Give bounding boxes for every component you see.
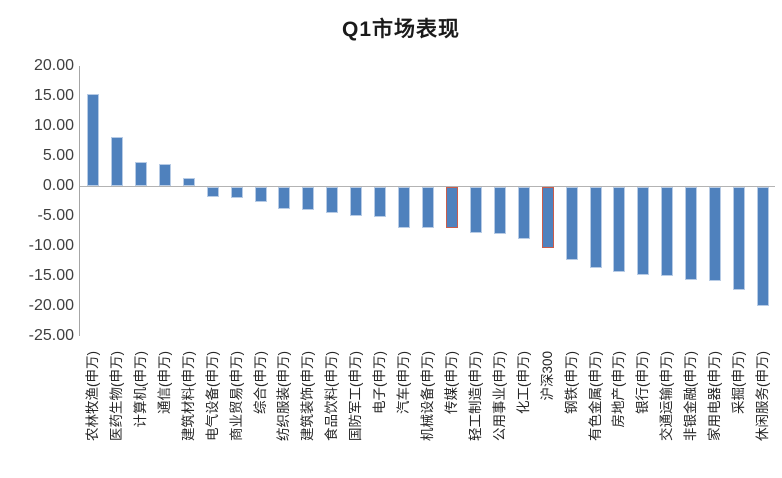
category-label: 食品饮料(申万) [324, 351, 340, 441]
category-label: 通信(申万) [156, 351, 172, 414]
category-label: 机械设备(申万) [420, 351, 436, 441]
y-tick-label: -5.00 [37, 207, 74, 224]
zero-axis-line [80, 186, 775, 187]
y-tick-label: -15.00 [28, 267, 74, 284]
bar-食品饮料(申万) [326, 187, 339, 213]
bar-休闲服务(申万) [757, 187, 770, 307]
bar-建筑材料(申万) [182, 178, 195, 186]
category-label: 电气设备(申万) [204, 351, 220, 441]
bar-纺织服装(申万) [278, 187, 291, 210]
category-label: 房地产(申万) [611, 351, 627, 428]
bar-交通运输(申万) [661, 187, 674, 276]
category-label: 非银金融(申万) [683, 351, 699, 441]
category-label: 电子(申万) [372, 351, 388, 414]
bar-综合(申万) [254, 187, 267, 202]
category-label: 计算机(申万) [132, 351, 148, 428]
bar-化工(申万) [517, 187, 530, 239]
bar-医药生物(申万) [110, 136, 123, 186]
y-tick-label: -20.00 [28, 297, 74, 314]
bar-银行(申万) [637, 187, 650, 276]
bar-轻工制造(申万) [469, 187, 482, 234]
bar-电气设备(申万) [206, 187, 219, 197]
bar-沪深300 [541, 187, 554, 248]
bar-建筑装饰(申万) [302, 187, 315, 211]
category-label: 采掘(申万) [731, 351, 747, 414]
bar-钢铁(申万) [565, 187, 578, 260]
category-label: 综合(申万) [252, 351, 268, 414]
bar-采掘(申万) [733, 187, 746, 290]
bar-公用事业(申万) [493, 187, 506, 235]
y-axis-line [79, 66, 80, 336]
bar-有色金属(申万) [589, 187, 602, 268]
bar-国防军工(申万) [350, 187, 363, 216]
category-label: 医药生物(申万) [108, 351, 124, 441]
category-label: 化工(申万) [515, 351, 531, 414]
category-label: 家用电器(申万) [707, 351, 723, 441]
bar-传媒(申万) [445, 187, 458, 228]
category-label: 国防军工(申万) [348, 351, 364, 441]
category-label: 商业贸易(申万) [228, 351, 244, 441]
category-label: 建筑材料(申万) [180, 351, 196, 441]
category-label: 银行(申万) [635, 351, 651, 414]
bar-农林牧渔(申万) [87, 93, 99, 186]
bar-非银金融(申万) [685, 187, 698, 280]
bar-家用电器(申万) [709, 187, 722, 282]
category-label: 有色金属(申万) [587, 351, 603, 441]
category-label: 交通运输(申万) [659, 351, 675, 441]
bar-电子(申万) [374, 187, 387, 217]
bar-计算机(申万) [134, 162, 147, 186]
y-tick-label: 20.00 [33, 57, 74, 74]
category-label: 建筑装饰(申万) [300, 351, 316, 441]
y-tick-label: 15.00 [33, 87, 74, 104]
y-tick-label: -25.00 [28, 327, 74, 344]
bar-商业贸易(申万) [230, 187, 243, 198]
y-tick-label: 10.00 [33, 117, 74, 134]
category-label: 休闲服务(申万) [755, 351, 771, 441]
category-label: 农林牧渔(申万) [85, 351, 100, 441]
category-label: 沪深300 [539, 351, 555, 401]
category-label: 钢铁(申万) [563, 351, 579, 414]
category-label: 汽车(申万) [396, 351, 412, 414]
bar-机械设备(申万) [422, 187, 435, 228]
y-tick-label: 5.00 [42, 147, 74, 164]
bar-房地产(申万) [613, 187, 626, 272]
category-label: 纺织服装(申万) [276, 351, 292, 441]
y-tick-label: 0.00 [42, 177, 74, 194]
bar-通信(申万) [158, 163, 171, 186]
y-tick-label: -10.00 [28, 237, 74, 254]
category-label: 轻工制造(申万) [467, 351, 483, 441]
chart-title: Q1市场表现 [341, 18, 460, 41]
bar-汽车(申万) [398, 187, 411, 228]
category-label: 传媒(申万) [443, 351, 459, 414]
category-label: 公用事业(申万) [491, 351, 507, 441]
